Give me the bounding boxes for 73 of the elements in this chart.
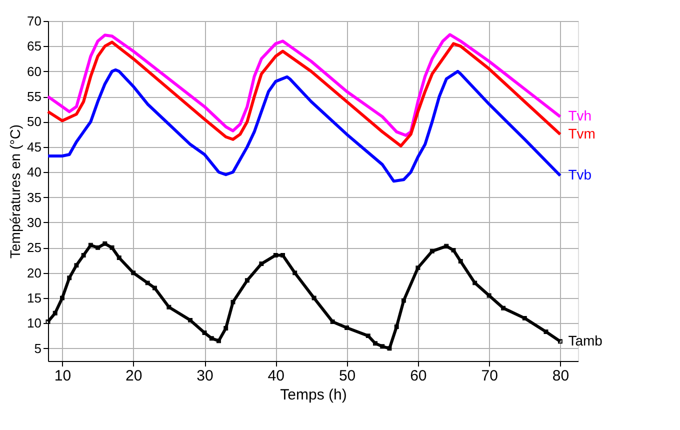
series-label: Tamb bbox=[568, 332, 603, 348]
point bbox=[96, 245, 100, 250]
x-tick-label: 50 bbox=[338, 368, 356, 384]
point bbox=[259, 262, 264, 266]
point bbox=[60, 296, 64, 300]
point bbox=[88, 242, 93, 248]
point bbox=[522, 316, 527, 320]
point bbox=[558, 339, 562, 344]
point bbox=[430, 248, 434, 254]
y-tick-label: 35 bbox=[27, 190, 42, 205]
point bbox=[67, 276, 72, 280]
point bbox=[110, 245, 114, 250]
point bbox=[501, 306, 506, 310]
point bbox=[330, 319, 335, 324]
point bbox=[81, 252, 86, 258]
y-tick-label: 45 bbox=[27, 139, 42, 154]
point bbox=[292, 270, 298, 276]
x-tick-label: 10 bbox=[54, 368, 72, 384]
point bbox=[451, 248, 456, 252]
point bbox=[380, 344, 385, 349]
line-series bbox=[46, 40, 562, 148]
point bbox=[102, 241, 108, 246]
y-tick-label: 10 bbox=[27, 316, 42, 331]
point bbox=[46, 319, 50, 324]
x-tick-label: 80 bbox=[552, 368, 570, 384]
x-tick-label: 30 bbox=[196, 368, 214, 384]
point bbox=[224, 326, 228, 330]
point bbox=[472, 280, 478, 286]
y-tick-label: 5 bbox=[34, 340, 42, 356]
point bbox=[373, 341, 378, 346]
y-axis-title: Températures en (°C) bbox=[7, 124, 24, 258]
line-series bbox=[46, 33, 562, 137]
point bbox=[394, 324, 399, 329]
point bbox=[312, 296, 316, 300]
point bbox=[273, 252, 278, 258]
y-tick-label: 30 bbox=[27, 214, 42, 230]
point bbox=[444, 244, 449, 248]
point bbox=[416, 266, 420, 270]
y-tick-label: 50 bbox=[27, 114, 42, 130]
point bbox=[116, 256, 122, 260]
series-label: Tvh bbox=[568, 108, 592, 124]
y-tick-label: 40 bbox=[27, 164, 42, 180]
x-axis-title: Temps (h) bbox=[280, 386, 347, 404]
point bbox=[344, 326, 350, 330]
point bbox=[152, 286, 157, 290]
point bbox=[202, 330, 207, 336]
point bbox=[131, 270, 136, 276]
y-tick-label: 25 bbox=[27, 240, 42, 256]
y-tick-label: 65 bbox=[27, 38, 42, 54]
point bbox=[401, 298, 406, 303]
line-series bbox=[46, 68, 562, 183]
series-label: Tvb bbox=[568, 166, 592, 183]
point bbox=[74, 263, 79, 268]
point bbox=[486, 293, 492, 298]
point bbox=[209, 336, 214, 341]
point bbox=[166, 304, 172, 310]
point bbox=[458, 259, 463, 264]
x-tick-label: 40 bbox=[268, 368, 284, 384]
x-tick-label: 20 bbox=[126, 368, 142, 384]
y-tick-label: 20 bbox=[27, 265, 42, 280]
x-tick-label: 60 bbox=[410, 368, 427, 384]
x-tick-label: 70 bbox=[481, 368, 498, 384]
y-tick-label: 60 bbox=[27, 64, 42, 79]
series-label: Tvm bbox=[568, 125, 596, 142]
y-tick-label: 70 bbox=[27, 14, 42, 28]
point bbox=[216, 338, 221, 344]
point bbox=[145, 280, 150, 286]
y-tick-label: 55 bbox=[27, 89, 42, 104]
point bbox=[230, 300, 236, 304]
point bbox=[244, 278, 250, 283]
y-tick-label: 15 bbox=[27, 290, 42, 306]
point bbox=[387, 346, 392, 351]
point bbox=[52, 310, 58, 316]
